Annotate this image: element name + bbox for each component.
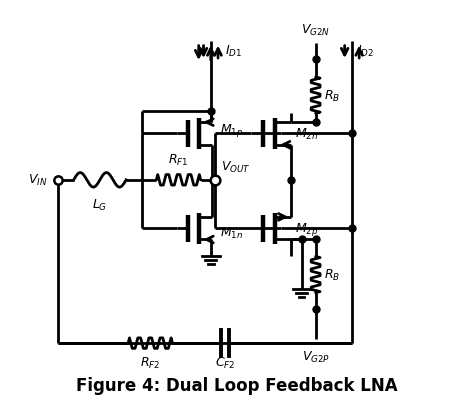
Text: $V_{IN}$: $V_{IN}$	[28, 173, 47, 188]
Text: $R_B$: $R_B$	[325, 88, 341, 103]
Text: $M_{1n}$: $M_{1n}$	[219, 225, 243, 240]
Text: $C_{F2}$: $C_{F2}$	[215, 354, 235, 370]
Text: $M_{1p}$: $M_{1p}$	[219, 122, 243, 139]
Text: $V_{G2P}$: $V_{G2P}$	[301, 350, 330, 364]
Text: $I_{D2}$: $I_{D2}$	[357, 44, 374, 59]
Text: $M_{2n}$: $M_{2n}$	[295, 127, 318, 142]
Text: $R_{F2}$: $R_{F2}$	[140, 354, 161, 370]
Text: Figure 4: Dual Loop Feedback LNA: Figure 4: Dual Loop Feedback LNA	[76, 377, 398, 394]
Text: $L_G$: $L_G$	[92, 197, 108, 212]
Text: $V_{G2N}$: $V_{G2N}$	[301, 23, 330, 38]
Text: $R_{F1}$: $R_{F1}$	[168, 152, 189, 168]
Text: $M_{2p}$: $M_{2p}$	[295, 220, 318, 237]
Text: $V_{OUT}$: $V_{OUT}$	[221, 159, 251, 174]
Text: $R_B$: $R_B$	[325, 267, 341, 282]
Text: $I_{D1}$: $I_{D1}$	[225, 44, 242, 59]
